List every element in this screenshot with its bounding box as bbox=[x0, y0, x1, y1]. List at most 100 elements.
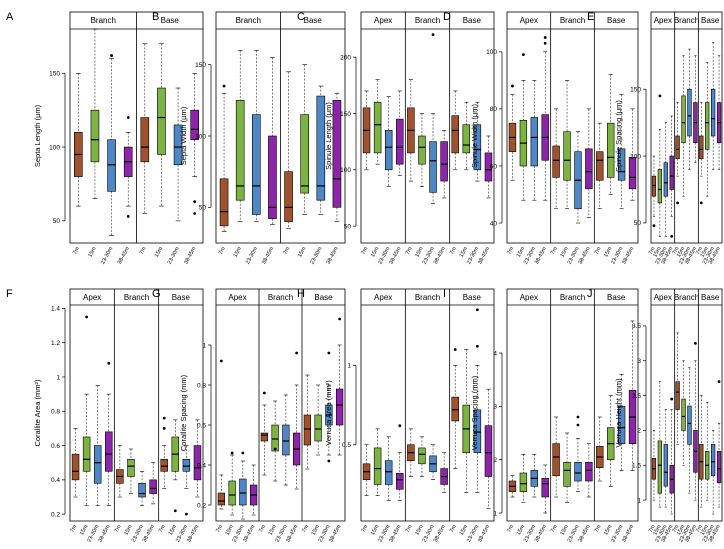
x-tick-label: 15m bbox=[414, 524, 425, 537]
box-15m bbox=[607, 395, 615, 487]
box-38-45m bbox=[484, 388, 493, 509]
y-tick-label: 3 bbox=[637, 358, 641, 365]
y-axis-label: Septa Width (μm) bbox=[179, 106, 188, 165]
group-label: Branch bbox=[124, 293, 149, 302]
box-23-30m bbox=[710, 42, 716, 170]
box-iqr bbox=[484, 152, 493, 182]
box-iqr bbox=[193, 445, 202, 481]
x-tick-label: 7m bbox=[550, 524, 559, 534]
box-iqr bbox=[268, 135, 277, 220]
box-iqr bbox=[260, 432, 269, 442]
y-tick-label: 80 bbox=[490, 106, 498, 113]
box-iqr bbox=[316, 95, 326, 201]
box-iqr bbox=[282, 424, 290, 456]
box-iqr bbox=[384, 460, 393, 485]
box-15m bbox=[418, 436, 426, 477]
box-7m bbox=[451, 348, 459, 469]
group-label: Base bbox=[607, 293, 626, 302]
x-tick-label: 15m bbox=[652, 524, 663, 537]
x-tick-label: 7m bbox=[72, 246, 81, 256]
box-iqr bbox=[681, 398, 686, 431]
group-label: Base bbox=[172, 293, 191, 302]
box-iqr bbox=[541, 478, 549, 498]
x-tick-label: 15m bbox=[652, 246, 663, 259]
box-iqr bbox=[93, 445, 102, 484]
group-label: Apex bbox=[83, 293, 101, 302]
y-tick-label: 0.5 bbox=[342, 442, 351, 449]
box-23-30m bbox=[107, 54, 116, 236]
box-iqr bbox=[127, 458, 135, 477]
box-38-45m bbox=[335, 317, 344, 456]
y-tick-label: 2.5 bbox=[632, 393, 641, 400]
box-iqr bbox=[473, 124, 482, 171]
y-tick-label: 1 bbox=[493, 510, 497, 517]
x-tick-label: 7m bbox=[550, 246, 559, 256]
box-15m bbox=[300, 64, 309, 215]
box-iqr bbox=[82, 436, 91, 472]
box-iqr bbox=[657, 440, 663, 494]
outlier-point bbox=[184, 512, 188, 516]
box-38-45m bbox=[693, 341, 698, 501]
box-iqr bbox=[552, 145, 560, 178]
box-38-45m bbox=[669, 115, 674, 238]
y-tick-label: 1 bbox=[56, 374, 60, 381]
x-tick-label: 7m bbox=[158, 524, 167, 534]
box-iqr bbox=[182, 458, 191, 472]
y-tick-label: 50 bbox=[199, 205, 207, 212]
outlier-point bbox=[658, 94, 662, 98]
box-iqr bbox=[451, 115, 459, 154]
outlier-point bbox=[230, 451, 234, 455]
outlier-point bbox=[327, 351, 331, 355]
outlier-point bbox=[219, 359, 223, 363]
x-tick-label: 7m bbox=[695, 246, 704, 256]
box-iqr bbox=[396, 118, 404, 165]
y-tick-label: 60 bbox=[490, 163, 498, 170]
y-tick-label: 0.4 bbox=[51, 477, 60, 484]
box-iqr bbox=[314, 414, 322, 442]
y-tick-label: 0.2 bbox=[197, 502, 206, 509]
box-iqr bbox=[384, 130, 393, 171]
box-iqr bbox=[149, 479, 157, 494]
box-23-30m bbox=[316, 85, 326, 215]
box-iqr bbox=[335, 388, 344, 426]
x-tick-label: 7m bbox=[139, 246, 148, 256]
x-tick-label: 15m bbox=[154, 246, 165, 259]
y-tick-label: 150 bbox=[49, 71, 60, 78]
box-38-45m bbox=[123, 116, 133, 218]
box-iqr bbox=[429, 141, 437, 193]
box-iqr bbox=[332, 100, 342, 208]
box-15m bbox=[271, 400, 279, 482]
box-7m bbox=[407, 79, 415, 182]
y-axis-label: Septa Length (μm) bbox=[33, 104, 42, 167]
box-38-45m bbox=[693, 55, 698, 164]
outlier-point bbox=[699, 201, 703, 205]
box-iqr bbox=[657, 169, 663, 204]
outlier-point bbox=[670, 234, 674, 238]
y-axis-label: Spinule Width (μm) bbox=[470, 104, 479, 168]
panel-f: F Corallite Area (mm²) 0.2 0.4 0.6 0.8 1 1.2 1.4… bbox=[6, 288, 204, 543]
box-7m bbox=[699, 102, 704, 205]
box-7m bbox=[552, 108, 560, 210]
group-label: Apex bbox=[228, 293, 246, 302]
x-tick-label: 7m bbox=[258, 524, 267, 534]
box-iqr bbox=[71, 453, 80, 481]
x-tick-label: 15m bbox=[233, 246, 244, 259]
box-iqr bbox=[681, 95, 686, 143]
x-tick-label: 7m bbox=[449, 524, 458, 534]
box-38-45m bbox=[440, 130, 448, 199]
box-iqr bbox=[585, 148, 593, 190]
box-iqr bbox=[519, 472, 528, 492]
box-38-45m bbox=[396, 90, 404, 176]
y-tick-label: 200 bbox=[340, 54, 351, 61]
y-tick-label: 0.6 bbox=[51, 443, 60, 450]
x-tick-label: 15m bbox=[168, 524, 179, 537]
box-iqr bbox=[705, 102, 710, 150]
group-label: Branch bbox=[415, 293, 440, 302]
panel-letter: G bbox=[152, 288, 161, 300]
outlier-point bbox=[173, 509, 177, 513]
box-15m bbox=[373, 79, 382, 165]
outlier-point bbox=[162, 427, 166, 430]
box-iqr bbox=[699, 135, 704, 160]
outlier-point bbox=[670, 397, 674, 401]
